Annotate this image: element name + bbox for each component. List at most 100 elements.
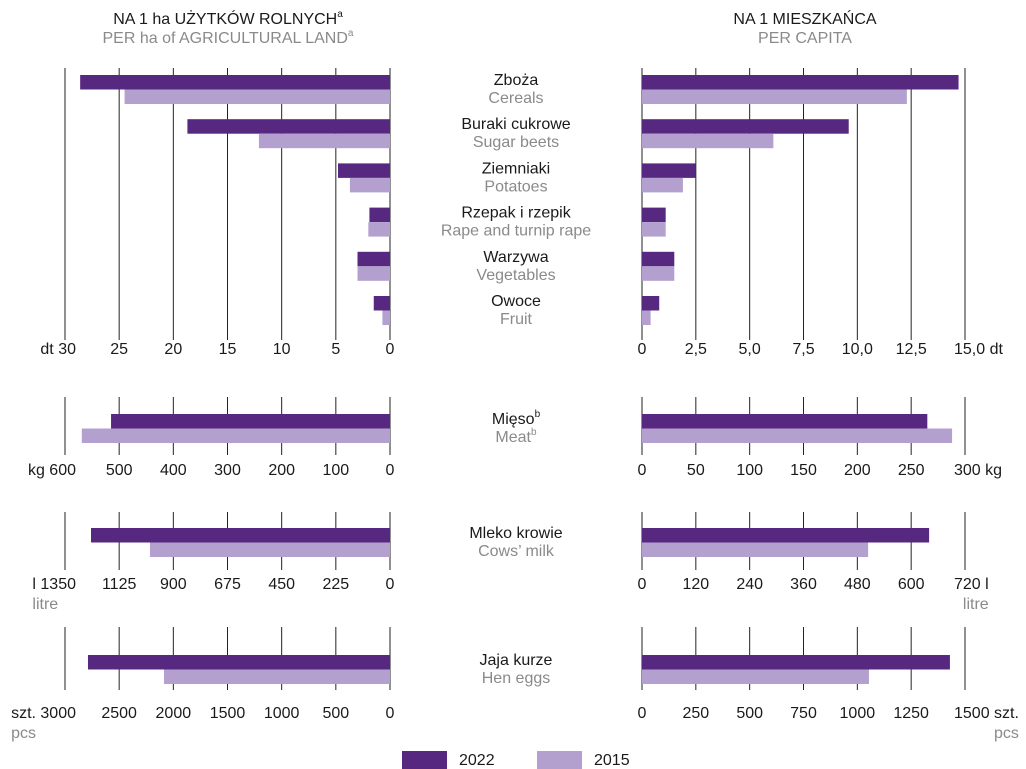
bar: [369, 207, 390, 223]
x-tick-label: 720 l: [954, 576, 989, 593]
legend-swatch: [537, 751, 582, 769]
x-tick-label: 10: [273, 341, 291, 358]
x-tick-label: dt 30: [40, 341, 76, 358]
category-label-en-text: Rape and turnip rape: [441, 223, 591, 240]
category-label-en-note: b: [531, 427, 537, 438]
category-label-en: Hen eggs: [482, 670, 551, 687]
x-tick-label: 200: [268, 462, 295, 479]
bar: [80, 75, 391, 90]
bar: [642, 75, 959, 90]
x-tick-label: 200: [844, 462, 871, 479]
x-tick-label: 500: [322, 705, 349, 722]
x-tick-label: 0: [386, 462, 395, 479]
x-tick-label: 20: [164, 341, 182, 358]
bar: [642, 222, 666, 237]
x-tick-label: 500: [106, 462, 133, 479]
x-tick-label: 0: [638, 341, 647, 358]
unit-note: litre: [32, 596, 58, 613]
bar: [642, 207, 666, 223]
category-label: Mleko krowie: [469, 525, 562, 542]
category-label-en-text: Fruit: [500, 311, 533, 328]
x-tick-label: 480: [844, 576, 871, 593]
x-tick-label: 0: [386, 576, 395, 593]
bar: [124, 89, 390, 104]
x-tick-label: 1250: [893, 705, 929, 722]
bar: [642, 177, 683, 193]
legend-label: 2015: [594, 752, 630, 769]
legend-label: 2022: [459, 752, 495, 769]
x-tick-label: 12,5: [896, 341, 927, 358]
x-tick-label: 1000: [264, 705, 300, 722]
category-label-en: Cows’ milk: [478, 543, 555, 560]
x-tick-label: 900: [160, 576, 187, 593]
x-tick-label: 1000: [840, 705, 876, 722]
bar: [258, 133, 390, 149]
legend-swatch: [402, 751, 447, 769]
bar: [642, 251, 675, 267]
category-label-en-text: Meat: [495, 429, 531, 446]
x-tick-label: 5: [331, 341, 340, 358]
x-tick-label: 25: [110, 341, 128, 358]
x-tick-label: szt. 3000: [11, 705, 76, 722]
x-tick-label: 100: [322, 462, 349, 479]
category-label-en-text: Sugar beets: [473, 134, 559, 151]
header-title: NA 1 ha UŻYTKÓW ROLNYCHa: [113, 9, 343, 29]
bar: [642, 163, 696, 178]
x-tick-label: 400: [160, 462, 187, 479]
category-label-en-text: Cereals: [488, 90, 543, 107]
bar: [642, 655, 950, 670]
header-title-text: NA 1 ha UŻYTKÓW ROLNYCH: [113, 9, 337, 28]
x-tick-label: l 1350: [32, 576, 76, 593]
x-tick-label: 150: [790, 462, 817, 479]
x-tick-label: kg 600: [28, 462, 76, 479]
bar: [349, 177, 390, 193]
category-label: Mięsob: [492, 409, 541, 429]
category-label-en-text: Vegetables: [476, 267, 555, 284]
x-tick-label: 0: [638, 705, 647, 722]
category-label: Buraki cukrowe: [461, 116, 570, 133]
bar: [642, 133, 774, 149]
header-title-text: NA 1 MIESZKAŃCA: [733, 9, 876, 28]
bar: [81, 428, 391, 443]
category-label-text: Mleko krowie: [469, 525, 562, 542]
category-label-en: Potatoes: [484, 179, 547, 196]
x-tick-label: 250: [682, 705, 709, 722]
bar: [368, 222, 390, 237]
bar: [338, 163, 390, 178]
category-label: Owoce: [491, 293, 541, 310]
x-tick-label: 1500 szt.: [954, 705, 1019, 722]
category-label-text: Owoce: [491, 293, 541, 310]
header-subtitle: PER CAPITA: [758, 30, 852, 47]
x-tick-label: 675: [214, 576, 241, 593]
header-subtitle-note: a: [348, 28, 354, 39]
category-label: Jaja kurze: [480, 652, 553, 669]
x-tick-label: 250: [898, 462, 925, 479]
bar: [357, 251, 390, 267]
category-label-en: Meatb: [495, 427, 537, 447]
x-tick-label: 300: [214, 462, 241, 479]
x-tick-label: 2500: [101, 705, 137, 722]
bar: [642, 669, 869, 684]
x-tick-label: 10,0: [842, 341, 873, 358]
header-subtitle: PER ha of AGRICULTURAL LANDa: [103, 28, 354, 48]
bar: [642, 310, 651, 325]
x-tick-label: 100: [736, 462, 763, 479]
category-label-en-text: Hen eggs: [482, 670, 551, 687]
header-subtitle-text: PER ha of AGRICULTURAL LAND: [103, 30, 348, 47]
category-label-text: Jaja kurze: [480, 652, 553, 669]
unit-note: pcs: [11, 725, 36, 742]
x-tick-label: 450: [268, 576, 295, 593]
bar: [149, 542, 390, 557]
bar: [382, 310, 390, 325]
bar: [642, 266, 675, 281]
bar: [357, 266, 390, 281]
bar: [373, 296, 390, 311]
category-label-en: Fruit: [500, 311, 533, 328]
x-tick-label: 50: [687, 462, 705, 479]
x-tick-label: 0: [638, 576, 647, 593]
x-tick-label: 5,0: [739, 341, 761, 358]
bar: [642, 119, 849, 134]
x-tick-label: 2000: [156, 705, 192, 722]
x-tick-label: 15,0 dt: [954, 341, 1003, 358]
category-label-en: Rape and turnip rape: [441, 223, 591, 240]
